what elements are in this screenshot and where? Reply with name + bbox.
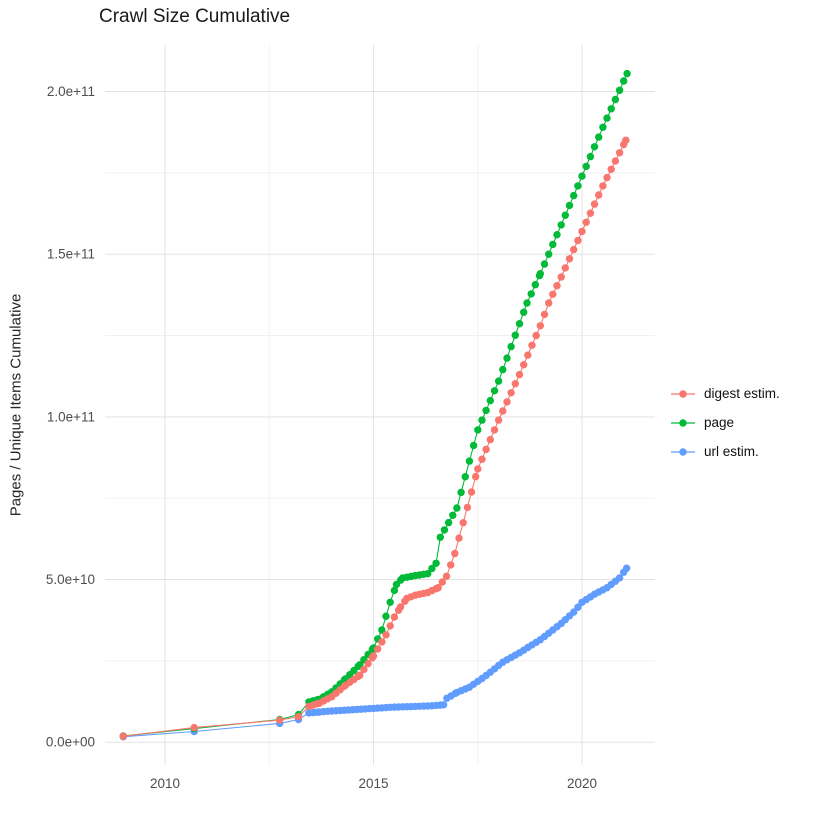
gridlines-major xyxy=(105,45,655,765)
legend-item-url-estim: url estim. xyxy=(670,437,780,466)
legend-key-dot xyxy=(679,389,687,398)
gridlines-minor xyxy=(105,45,655,765)
legend-key-url-icon xyxy=(671,447,695,456)
svg-text:1.0e+11: 1.0e+11 xyxy=(47,409,95,424)
chart-title: Crawl Size Cumulative xyxy=(99,6,291,27)
x-axis-tick-labels: 2010 2015 2020 xyxy=(150,776,597,791)
svg-text:2020: 2020 xyxy=(567,776,597,791)
legend-key-dot xyxy=(679,447,687,456)
series-url-estim xyxy=(119,564,631,741)
svg-text:0.0e+00: 0.0e+00 xyxy=(46,735,95,750)
series-digest-estim xyxy=(119,136,630,740)
legend-key-digest-icon xyxy=(671,389,695,398)
legend-label: page xyxy=(704,415,735,430)
svg-text:5.0e+10: 5.0e+10 xyxy=(46,572,95,587)
svg-text:2015: 2015 xyxy=(359,776,389,791)
legend-key-page-icon xyxy=(671,418,695,427)
legend-label: digest estim. xyxy=(704,386,780,401)
y-axis-tick-labels: 0.0e+00 5.0e+10 1.0e+11 1.5e+11 2.0e+11 xyxy=(46,84,95,750)
series-page xyxy=(119,69,631,740)
legend-label: url estim. xyxy=(704,444,759,459)
legend: digest estim. page url estim. xyxy=(670,379,780,466)
svg-text:1.5e+11: 1.5e+11 xyxy=(47,247,95,262)
y-axis-title: Pages / Unique Items Cumulative xyxy=(7,293,25,517)
legend-item-page: page xyxy=(670,408,780,437)
legend-key-dot xyxy=(679,418,687,427)
svg-text:2.0e+11: 2.0e+11 xyxy=(47,84,95,99)
legend-item-digest-estim: digest estim. xyxy=(670,379,780,408)
svg-text:2010: 2010 xyxy=(150,776,180,791)
